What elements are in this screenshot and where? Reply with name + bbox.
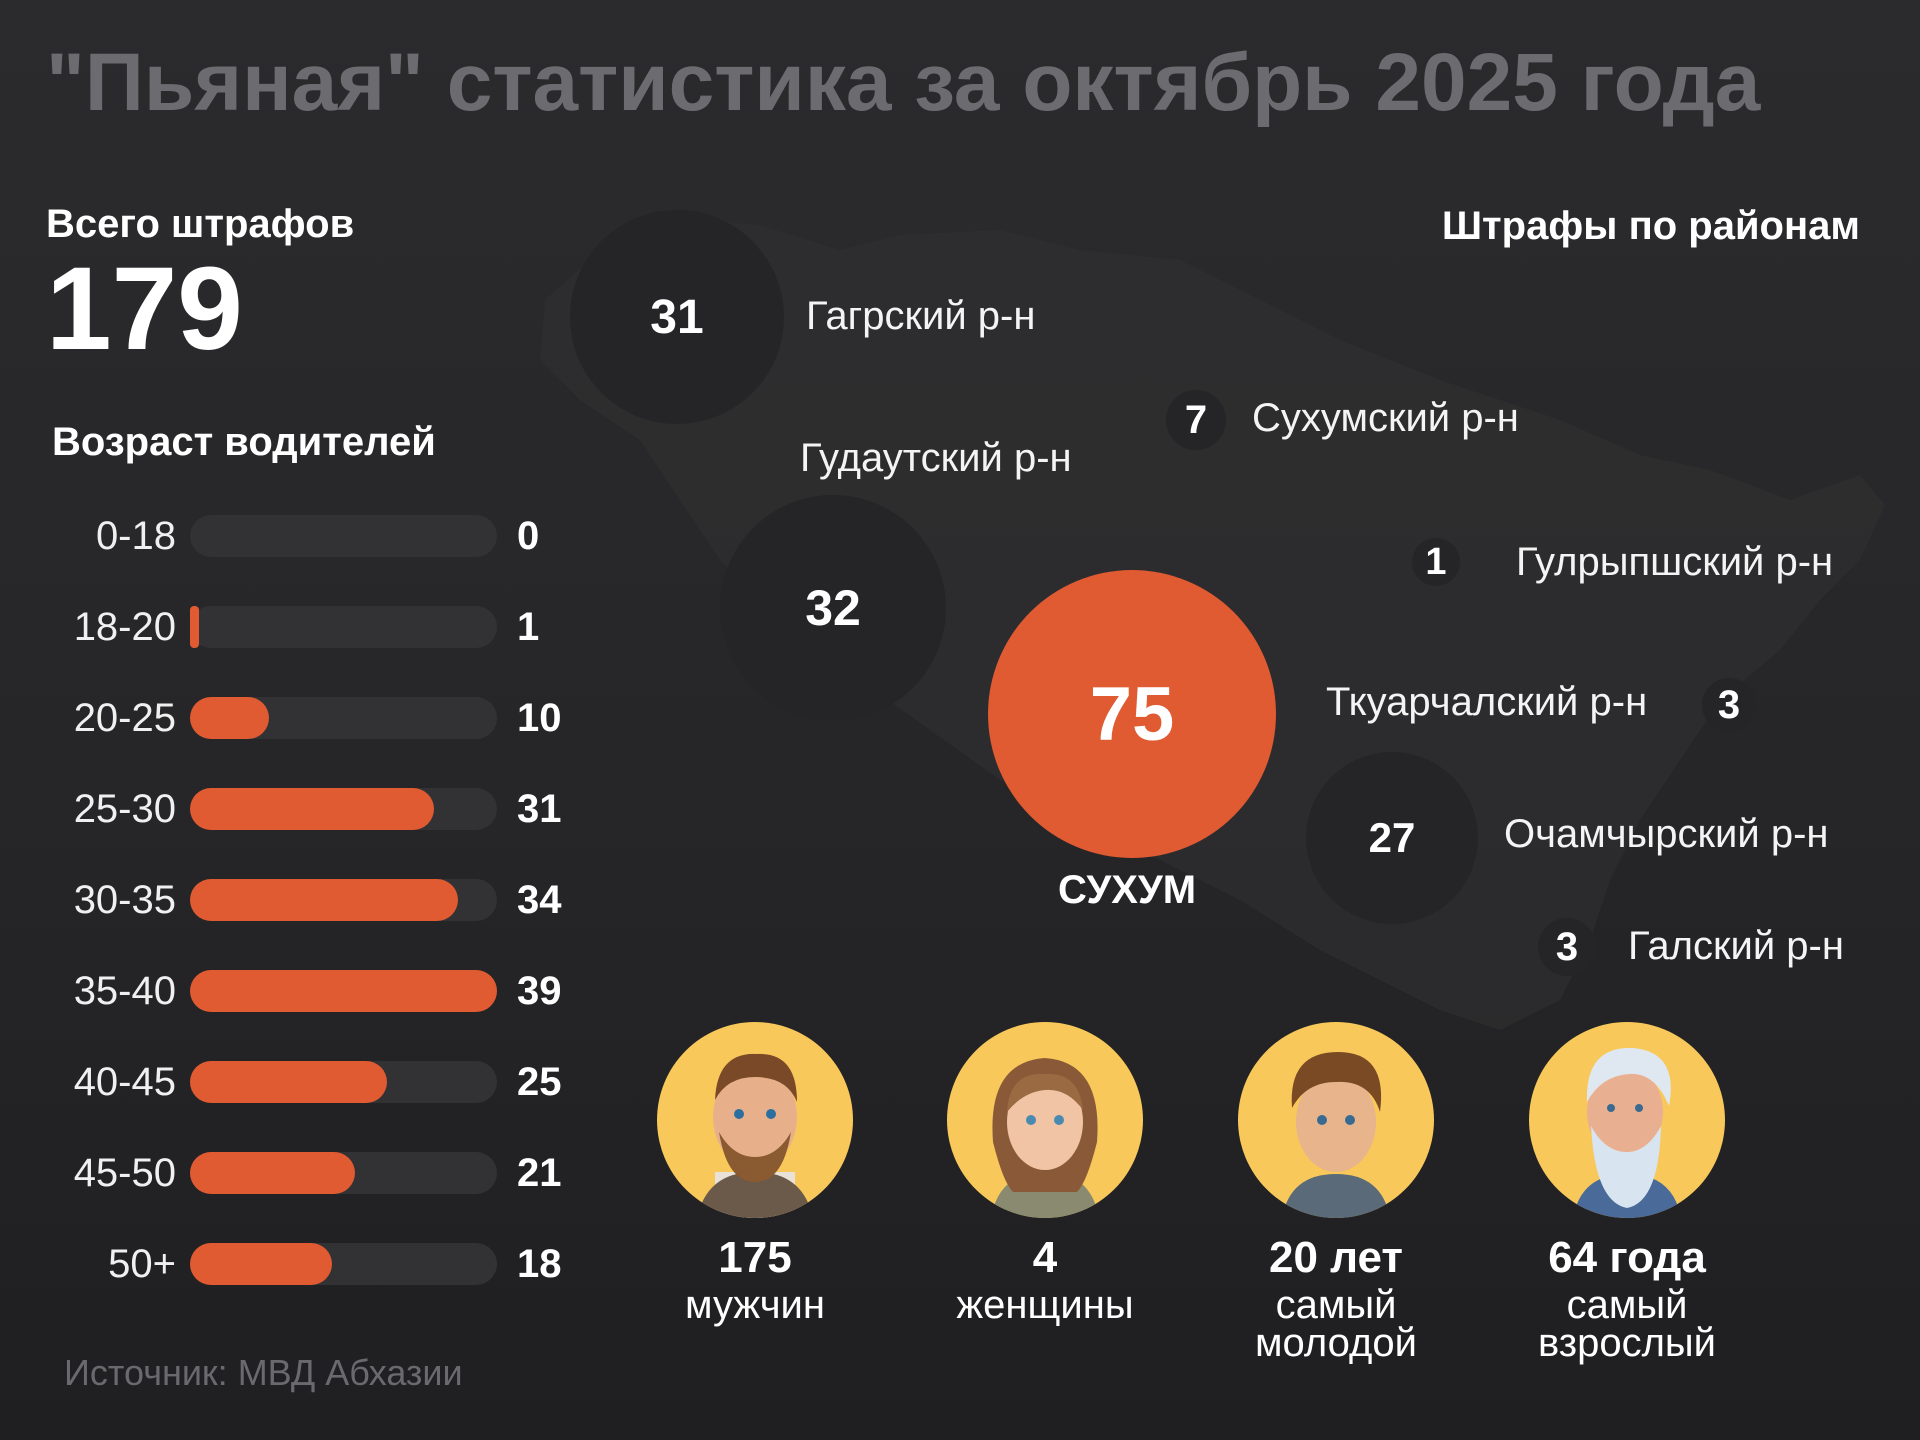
men-label: мужчин <box>685 1283 825 1327</box>
men-count: 175 <box>718 1233 792 1282</box>
label-gal: Галский р-н <box>1628 924 1844 968</box>
youngest-label: самый молодой <box>1255 1283 1417 1365</box>
age-row: 40-45 25 <box>0 1058 600 1104</box>
age-bar <box>190 970 497 1012</box>
source-note: Источник: МВД Абхазии <box>64 1352 463 1393</box>
total-fines-value: 179 <box>46 243 243 375</box>
age-row: 35-40 39 <box>0 967 600 1013</box>
age-bar-track <box>190 606 497 648</box>
districts-title: Штрафы по районам <box>1441 204 1860 248</box>
youngest-age: 20 лет <box>1269 1233 1403 1282</box>
bubble-gagra: 31 <box>570 210 784 424</box>
age-row: 30-35 34 <box>0 876 600 922</box>
women-count: 4 <box>1032 1233 1058 1282</box>
age-category-label: 40-45 <box>73 1060 176 1104</box>
women-stat: 4 женщины <box>920 1022 1170 1327</box>
age-row: 0-18 0 <box>0 512 600 558</box>
age-row: 20-25 10 <box>0 694 600 740</box>
bubble-gudauta: 32 <box>720 495 946 721</box>
age-row: 18-20 1 <box>0 603 600 649</box>
age-value-label: 18 <box>517 1242 562 1286</box>
age-bar <box>190 1061 387 1103</box>
age-category-label: 30-35 <box>73 878 176 922</box>
bubble-gal: 3 <box>1538 918 1596 976</box>
total-fines-label: Всего штрафов <box>46 202 355 246</box>
age-bar <box>190 606 199 648</box>
label-gagra: Гагрский р-н <box>806 294 1036 338</box>
age-value-label: 39 <box>517 969 562 1013</box>
bubble-sukhum-district: 7 <box>1166 390 1226 450</box>
women-label: женщины <box>956 1283 1134 1327</box>
oldest-stat: 64 года самый взрослый <box>1502 1022 1752 1365</box>
age-bar <box>190 879 458 921</box>
bubble-gulripsh: 1 <box>1412 538 1460 586</box>
men-stat: 175 мужчин <box>630 1022 880 1327</box>
label-gudauta: Гудаутский р-н <box>800 436 1072 480</box>
label-ochamchyra: Очамчырский р-н <box>1504 812 1829 856</box>
age-bar-track <box>190 515 497 557</box>
page-title: "Пьяная" статистика за октябрь 2025 года <box>46 37 1761 128</box>
oldest-label: самый взрослый <box>1537 1283 1717 1365</box>
age-bar <box>190 1152 356 1194</box>
oldest-age: 64 года <box>1548 1233 1706 1282</box>
age-value-label: 10 <box>517 696 562 740</box>
youngest-stat: 20 лет самый молодой <box>1211 1022 1461 1365</box>
age-chart-title: Возраст водителей <box>52 420 436 464</box>
label-gulripsh: Гулрыпшский р-н <box>1516 540 1834 584</box>
age-category-label: 45-50 <box>73 1151 176 1195</box>
woman-avatar-icon <box>947 1022 1143 1218</box>
age-value-label: 34 <box>517 878 562 922</box>
bubble-sukhum-city: 75 <box>988 570 1276 858</box>
age-row: 25-30 31 <box>0 785 600 831</box>
age-category-label: 25-30 <box>73 787 176 831</box>
age-category-label: 0-18 <box>95 514 176 558</box>
age-bar <box>190 697 269 739</box>
age-value-label: 0 <box>517 514 540 558</box>
age-row: 50+ 18 <box>0 1240 600 1286</box>
age-category-label: 20-25 <box>73 696 176 740</box>
age-bar <box>190 1243 332 1285</box>
age-row: 45-50 21 <box>0 1149 600 1195</box>
age-bar <box>190 788 435 830</box>
age-value-label: 21 <box>517 1151 562 1195</box>
label-sukhum-city: СУХУМ <box>1058 868 1197 912</box>
age-category-label: 18-20 <box>73 605 176 649</box>
age-category-label: 35-40 <box>73 969 176 1013</box>
label-sukhum-district: Сухумский р-н <box>1252 396 1519 440</box>
old-man-avatar-icon <box>1529 1022 1725 1218</box>
young-man-avatar-icon <box>1238 1022 1434 1218</box>
man-avatar-icon <box>657 1022 853 1218</box>
age-value-label: 1 <box>517 605 540 649</box>
bubble-ochamchyra: 27 <box>1306 752 1478 924</box>
age-category-label: 50+ <box>108 1242 176 1286</box>
age-value-label: 25 <box>517 1060 562 1104</box>
age-value-label: 31 <box>517 787 562 831</box>
bubble-tkuarchal: 3 <box>1702 678 1756 732</box>
label-tkuarchal: Ткуарчалский р-н <box>1326 680 1648 724</box>
